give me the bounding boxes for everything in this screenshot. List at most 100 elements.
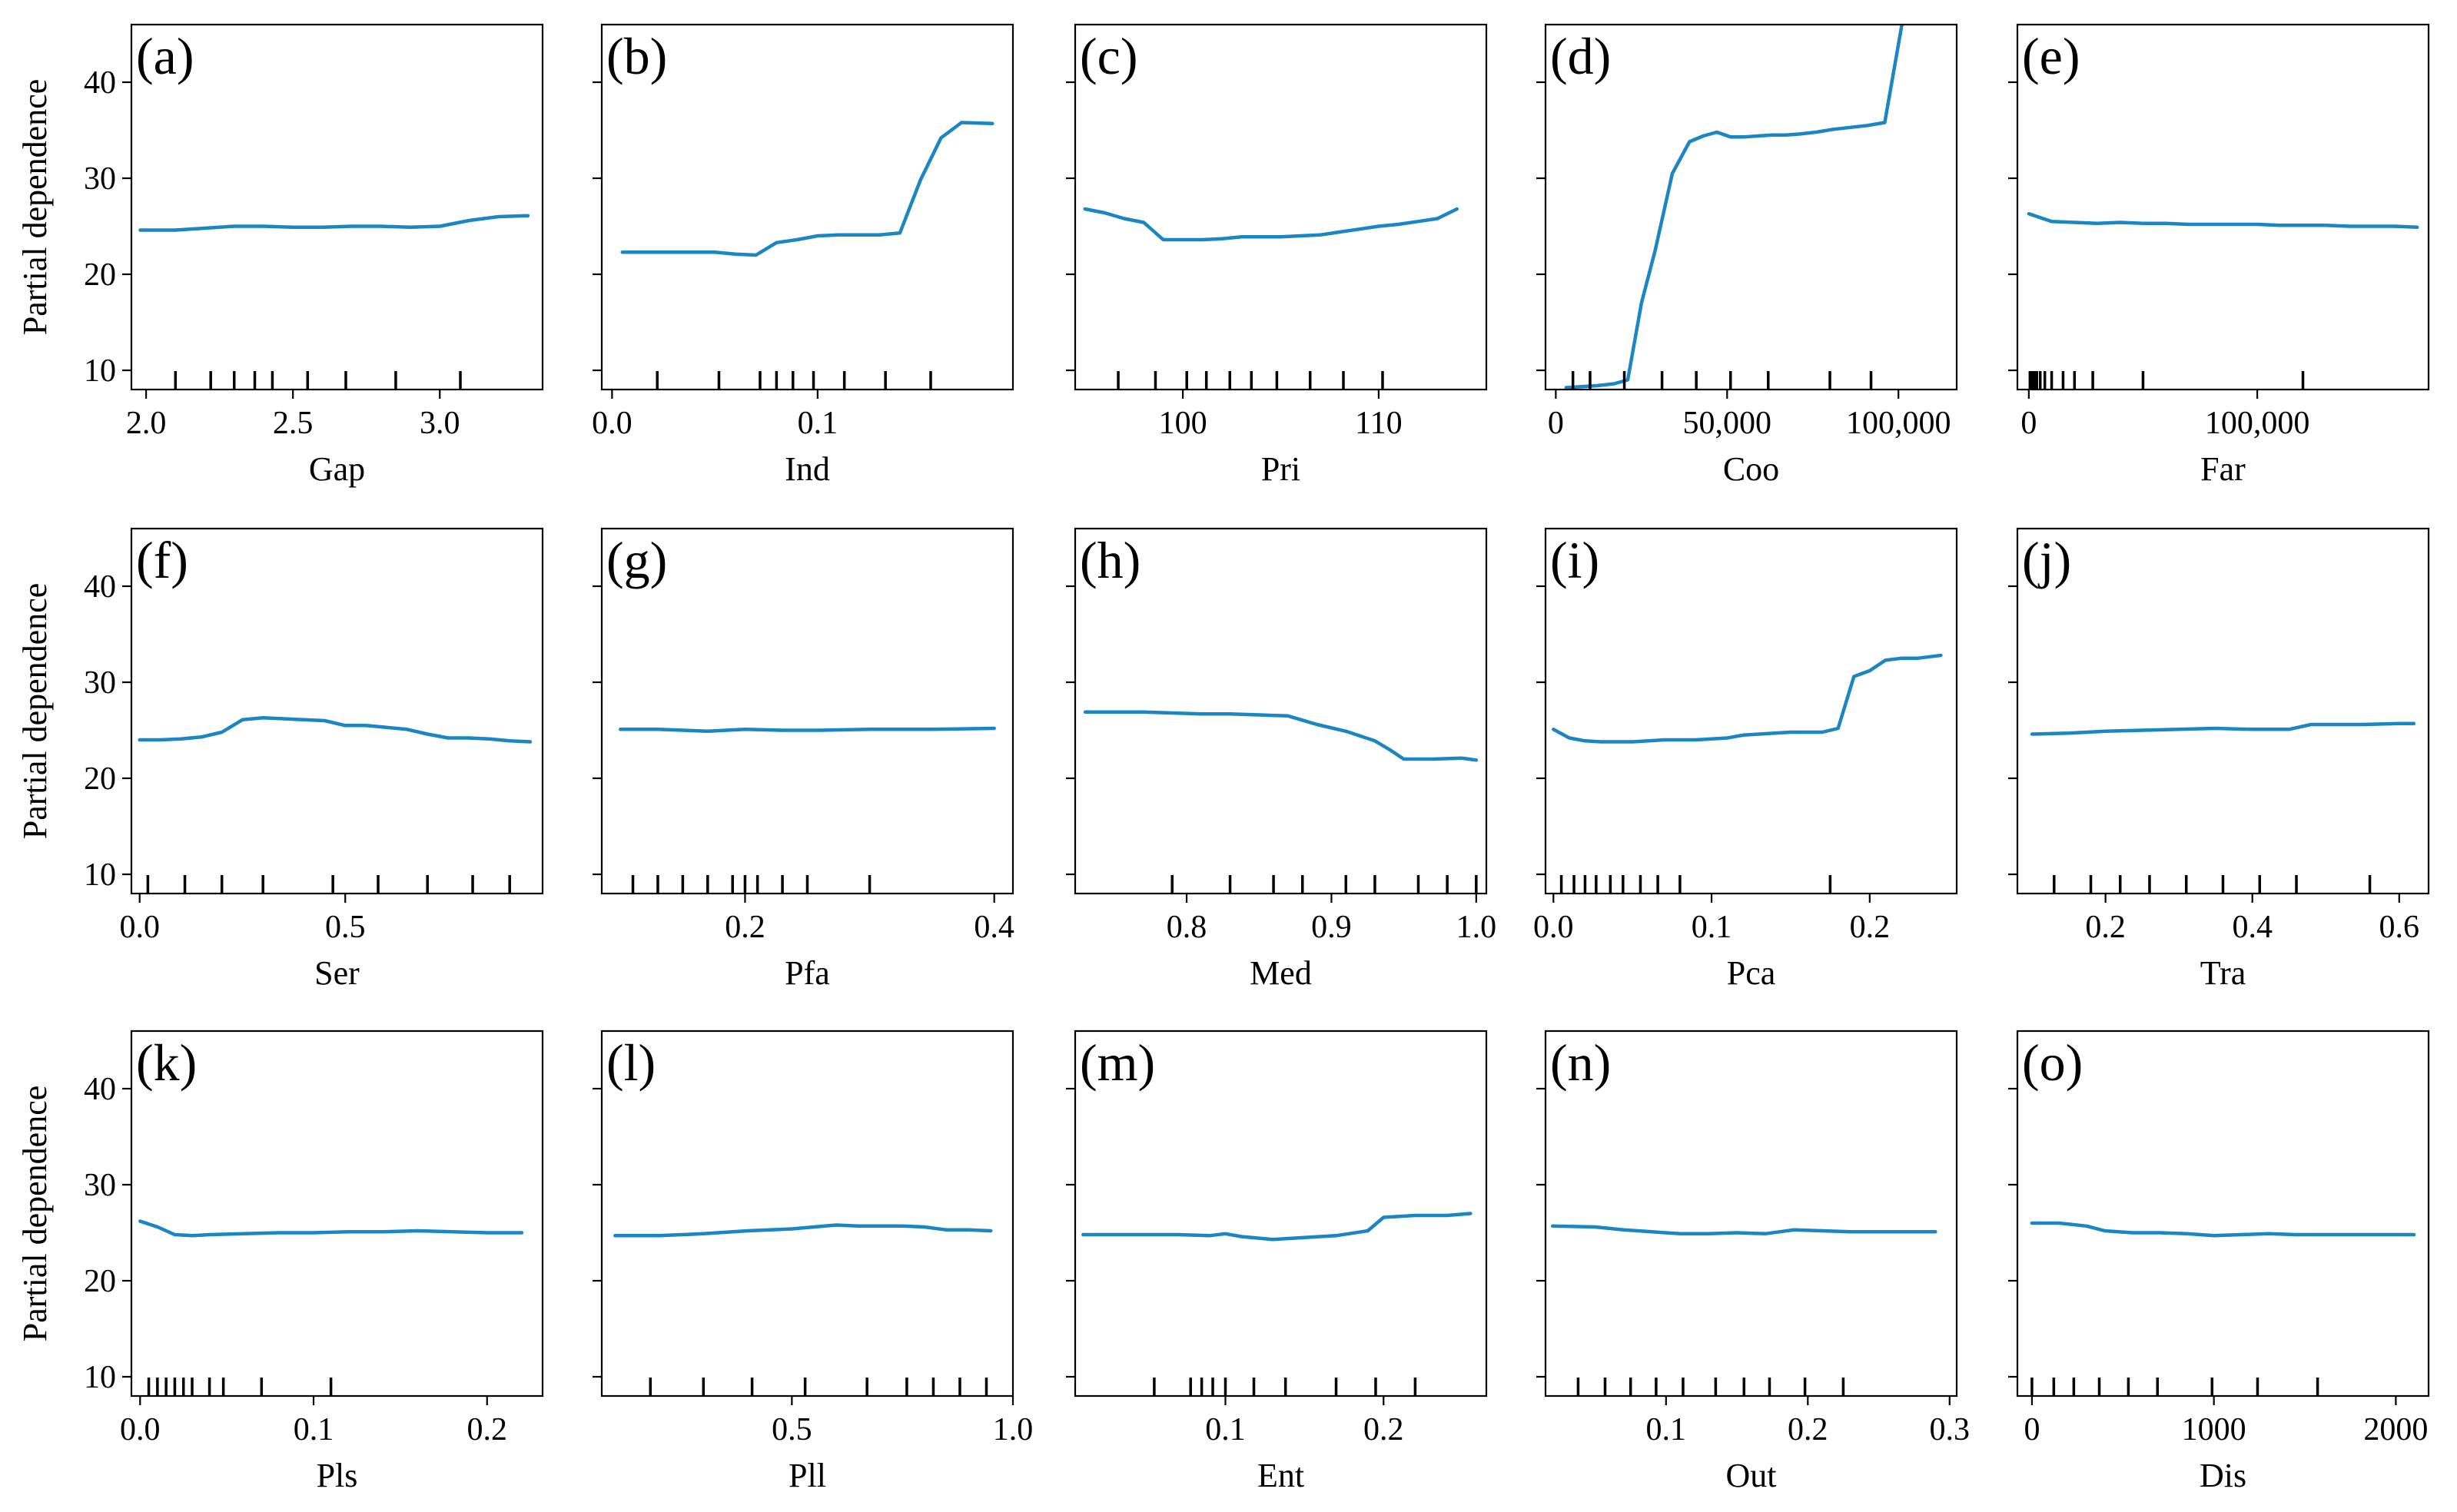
pd-line xyxy=(2030,721,2416,736)
pd-line xyxy=(1552,653,1943,744)
panel-g: 0.2 0.4 Pfa (g) xyxy=(593,527,1014,992)
x-tick-label: 0.2 xyxy=(2085,910,2126,945)
axes-frame xyxy=(130,1030,544,1398)
x-tick-label: 0 xyxy=(2020,406,2037,441)
y-axis-label: Partial dependence xyxy=(16,1086,54,1342)
x-tick-label: 0.9 xyxy=(1311,910,1352,945)
x-axis-label: Out xyxy=(1726,1457,1777,1494)
x-tick-label: 0.0 xyxy=(120,1412,161,1447)
x-tick-label: 0.5 xyxy=(772,1412,812,1447)
axes-frame xyxy=(1074,527,1488,895)
x-tick-label: 3.0 xyxy=(420,406,460,441)
x-tick-label: 1.0 xyxy=(1456,910,1497,945)
panel-label: (d) xyxy=(1550,27,1611,85)
x-axis-label: Ser xyxy=(314,954,360,992)
x-axis-label: Pri xyxy=(1261,450,1300,488)
axes-frame xyxy=(1074,23,1488,391)
pd-line xyxy=(1081,1212,1473,1242)
y-tick-label: 30 xyxy=(84,665,116,701)
pd-line xyxy=(1550,1224,1937,1236)
x-axis-label: Pll xyxy=(789,1457,826,1494)
axes-frame xyxy=(130,527,544,895)
x-axis-label: Tra xyxy=(2200,954,2246,992)
x-tick-label: 0.0 xyxy=(1533,910,1574,945)
x-tick-label: 1.0 xyxy=(993,1412,1034,1447)
x-tick-label: 0.0 xyxy=(119,910,160,945)
x-tick-label: 0.4 xyxy=(974,910,1014,945)
panel-label: (o) xyxy=(2022,1033,2083,1092)
x-tick-label: 0.5 xyxy=(325,910,366,945)
x-axis-label: Far xyxy=(2200,450,2246,488)
x-axis-label: Pls xyxy=(317,1457,358,1494)
panel-label: (n) xyxy=(1550,1033,1611,1092)
panel-label: (k) xyxy=(136,1033,197,1092)
x-tick-label: 0.3 xyxy=(1930,1412,1971,1447)
pd-line xyxy=(1083,207,1459,242)
panel-label: (m) xyxy=(1080,1033,1155,1092)
x-tick-label: 0.0 xyxy=(592,406,633,441)
axes-frame xyxy=(1544,1030,1958,1398)
pd-line xyxy=(613,1223,993,1238)
y-tick-label: 20 xyxy=(84,761,116,797)
x-axis-label: Gap xyxy=(309,450,365,488)
pd-line xyxy=(1564,25,1906,390)
pd-line xyxy=(619,726,996,734)
y-tick-label: 10 xyxy=(84,1360,116,1395)
panel-a: 2.0 2.5 3.0 10 20 30 40 Gap Partial dependence (a… xyxy=(16,23,544,488)
x-tick-label: 100,000 xyxy=(1846,406,1951,441)
pd-line xyxy=(2030,1221,2416,1238)
panel-label: (i) xyxy=(1550,531,1599,589)
axes-frame xyxy=(2016,527,2430,895)
axes-frame xyxy=(2016,23,2430,391)
x-tick-label: 0.8 xyxy=(1167,910,1207,945)
x-tick-label: 0.1 xyxy=(798,406,838,441)
x-axis-label: Med xyxy=(1250,954,1312,992)
x-tick-label: 0.6 xyxy=(2379,910,2420,945)
y-tick-label: 40 xyxy=(84,65,116,101)
y-tick-label: 10 xyxy=(84,353,116,389)
panel-o: 0 1000 2000 Dis (o) xyxy=(2008,1030,2430,1494)
x-tick-label: 0.2 xyxy=(1850,910,1891,945)
x-axis-label: Ent xyxy=(1257,1457,1304,1494)
y-tick-label: 30 xyxy=(84,1168,116,1203)
x-axis-label: Dis xyxy=(2200,1457,2246,1494)
y-tick-label: 40 xyxy=(84,1072,116,1107)
x-tick-label: 2.0 xyxy=(126,406,167,441)
panel-m: 0.1 0.2 Ent (m) xyxy=(1066,1030,1488,1494)
x-tick-label: 0.4 xyxy=(2232,910,2273,945)
axes-frame xyxy=(1544,23,1958,391)
y-tick-label: 40 xyxy=(84,569,116,605)
x-tick-label: 0 xyxy=(2024,1412,2040,1447)
x-tick-label: 100,000 xyxy=(2205,406,2310,441)
x-axis-label: Pfa xyxy=(785,954,830,992)
panel-e: 0 100,000 Far (e) xyxy=(2008,23,2430,488)
pd-line xyxy=(138,214,530,232)
pd-line xyxy=(138,1219,524,1238)
x-tick-label: 0.2 xyxy=(1363,1412,1404,1447)
x-tick-label: 1000 xyxy=(2182,1412,2246,1447)
panel-label: (j) xyxy=(2022,531,2071,589)
x-tick-label: 100 xyxy=(1159,406,1207,441)
axes-frame xyxy=(2016,1030,2430,1398)
y-tick-label: 30 xyxy=(84,161,116,197)
pd-line xyxy=(1083,710,1479,762)
pd-line xyxy=(138,716,533,744)
x-axis-label: Pca xyxy=(1727,954,1776,992)
x-tick-label: 2.5 xyxy=(273,406,314,441)
axes-frame xyxy=(600,1030,1014,1398)
x-tick-label: 0.2 xyxy=(725,910,765,945)
panel-label: (a) xyxy=(136,27,194,85)
x-tick-label: 50,000 xyxy=(1683,406,1772,441)
panel-j: 0.2 0.4 0.6 Tra (j) xyxy=(2008,527,2430,992)
panel-label: (g) xyxy=(606,531,667,589)
axes-frame xyxy=(130,23,544,391)
x-tick-label: 2000 xyxy=(2363,1412,2428,1447)
x-axis-label: Coo xyxy=(1723,450,1779,488)
x-axis-label: Ind xyxy=(785,450,830,488)
axes-frame xyxy=(1544,527,1958,895)
x-tick-label: 0.1 xyxy=(1692,910,1732,945)
x-tick-label: 0.2 xyxy=(1788,1412,1828,1447)
pd-line xyxy=(620,121,994,257)
panel-label: (f) xyxy=(136,531,188,589)
